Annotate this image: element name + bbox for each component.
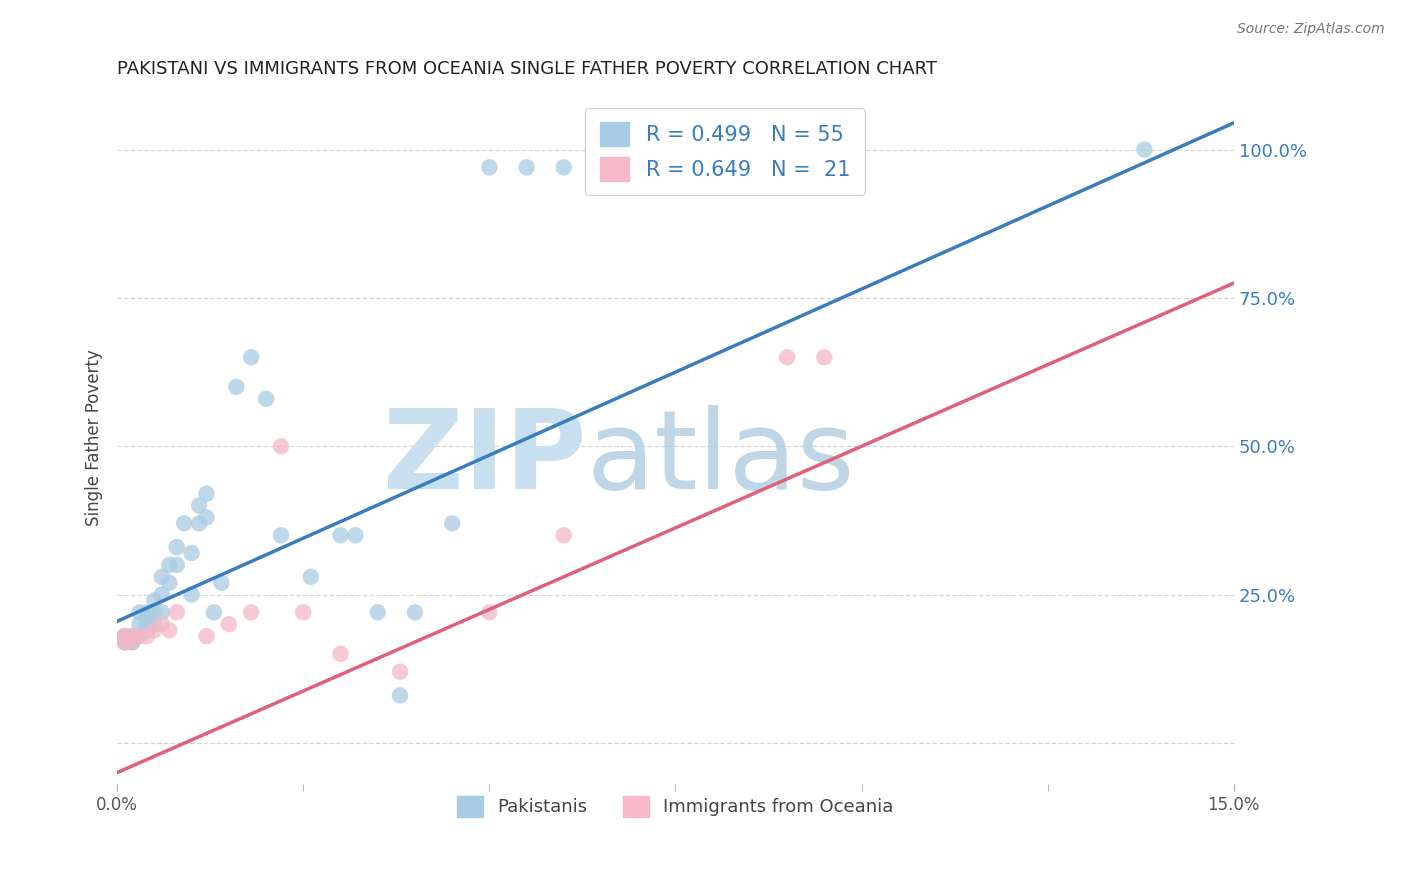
Point [136, 629, 159, 643]
Point [143, 623, 166, 637]
Point [389, 665, 412, 679]
Point [180, 546, 202, 560]
Point [143, 617, 166, 632]
Text: Source: ZipAtlas.com: Source: ZipAtlas.com [1237, 22, 1385, 37]
Point [121, 629, 143, 643]
Point [516, 161, 538, 175]
Point [128, 617, 150, 632]
Point [1133, 143, 1156, 157]
Point [195, 510, 218, 524]
Point [218, 617, 240, 632]
Point [188, 516, 211, 531]
Point [128, 629, 150, 643]
Point [776, 351, 799, 365]
Point [441, 516, 464, 531]
Point [202, 606, 225, 620]
Point [143, 593, 166, 607]
Point [329, 528, 352, 542]
Point [114, 629, 136, 643]
Point [121, 629, 143, 643]
Point [702, 161, 724, 175]
Point [166, 558, 188, 572]
Point [128, 606, 150, 620]
Point [136, 623, 159, 637]
Point [121, 635, 143, 649]
Point [478, 161, 501, 175]
Point [188, 499, 211, 513]
Point [114, 629, 136, 643]
Point [173, 516, 195, 531]
Point [150, 606, 173, 620]
Point [299, 570, 322, 584]
Point [329, 647, 352, 661]
Point [121, 635, 143, 649]
Point [389, 689, 412, 703]
Point [478, 606, 501, 620]
Point [157, 558, 180, 572]
Point [404, 606, 426, 620]
Point [195, 486, 218, 500]
Point [143, 606, 166, 620]
Legend: Pakistanis, Immigrants from Oceania: Pakistanis, Immigrants from Oceania [450, 789, 901, 824]
Point [114, 629, 136, 643]
Text: PAKISTANI VS IMMIGRANTS FROM OCEANIA SINGLE FATHER POVERTY CORRELATION CHART: PAKISTANI VS IMMIGRANTS FROM OCEANIA SIN… [117, 60, 938, 78]
Point [150, 617, 173, 632]
Point [553, 161, 575, 175]
Point [627, 161, 650, 175]
Point [114, 635, 136, 649]
Point [114, 635, 136, 649]
Point [195, 629, 218, 643]
Point [121, 629, 143, 643]
Point [664, 161, 686, 175]
Point [813, 351, 835, 365]
Point [166, 540, 188, 554]
Point [150, 570, 173, 584]
Text: ZIP: ZIP [382, 405, 586, 512]
Text: atlas: atlas [586, 405, 855, 512]
Point [240, 606, 263, 620]
Point [367, 606, 389, 620]
Point [157, 623, 180, 637]
Point [292, 606, 315, 620]
Point [225, 380, 247, 394]
Point [136, 611, 159, 625]
Point [150, 588, 173, 602]
Point [240, 351, 263, 365]
Point [128, 629, 150, 643]
Y-axis label: Single Father Poverty: Single Father Poverty [86, 349, 103, 525]
Point [114, 635, 136, 649]
Point [180, 588, 202, 602]
Point [166, 606, 188, 620]
Point [121, 635, 143, 649]
Point [344, 528, 367, 542]
Point [114, 635, 136, 649]
Point [136, 617, 159, 632]
Point [254, 392, 277, 406]
Point [553, 528, 575, 542]
Point [589, 161, 612, 175]
Point [121, 635, 143, 649]
Point [270, 528, 292, 542]
Point [209, 575, 232, 590]
Point [270, 439, 292, 453]
Point [136, 606, 159, 620]
Point [157, 575, 180, 590]
